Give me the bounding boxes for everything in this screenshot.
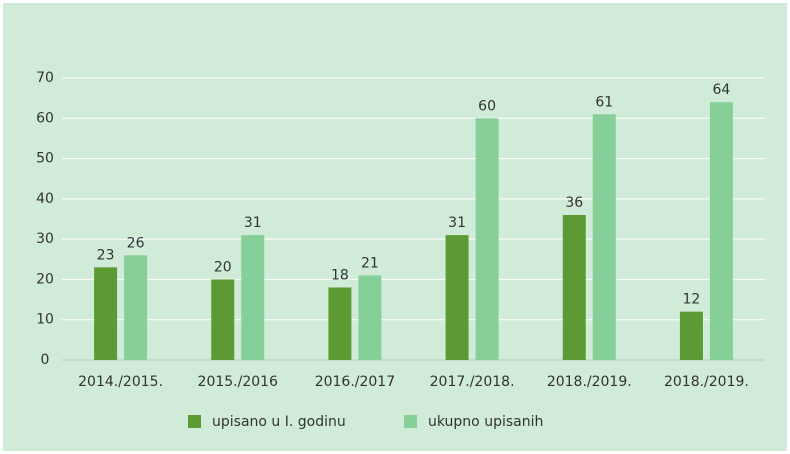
data-label: 31 (244, 215, 262, 231)
legend-swatch (404, 415, 417, 428)
data-label: 26 (127, 235, 145, 251)
x-tick-label: 2014./2015. (78, 374, 163, 390)
data-label: 18 (331, 267, 349, 283)
data-label: 31 (448, 215, 466, 231)
data-label: 60 (478, 98, 496, 114)
y-tick-label: 30 (36, 231, 54, 247)
legend-swatch (188, 415, 201, 428)
y-tick-label: 10 (36, 312, 54, 328)
x-tick-label: 2016./2017 (315, 374, 395, 390)
bar (211, 279, 235, 360)
legend-label: ukupno upisanih (428, 414, 543, 430)
bar (445, 235, 469, 360)
bar (328, 287, 352, 360)
bar (124, 255, 148, 360)
data-label: 61 (595, 94, 613, 110)
bar (94, 267, 118, 360)
data-label: 64 (713, 82, 731, 98)
bar (679, 311, 703, 360)
x-tick-label: 2015./2016 (198, 374, 279, 390)
legend-label: upisano u I. godinu (212, 414, 346, 430)
bar (709, 102, 733, 361)
data-label: 20 (214, 259, 232, 275)
bar (241, 235, 265, 360)
y-tick-label: 40 (36, 191, 54, 207)
x-tick-label: 2018./2019. (664, 374, 749, 390)
y-tick-label: 50 (36, 151, 54, 167)
data-label: 36 (565, 195, 583, 211)
x-tick-label: 2018./2019. (547, 374, 632, 390)
data-label: 12 (683, 292, 701, 308)
data-label: 21 (361, 255, 379, 271)
data-label: 23 (97, 247, 115, 263)
bar (358, 275, 382, 360)
y-tick-label: 20 (36, 271, 54, 287)
bar (592, 114, 616, 360)
x-tick-label: 2017./2018. (430, 374, 515, 390)
y-tick-label: 60 (36, 110, 54, 126)
y-tick-label: 70 (36, 70, 54, 86)
bar (562, 214, 586, 360)
y-tick-label: 0 (41, 352, 50, 368)
bar (475, 118, 499, 361)
